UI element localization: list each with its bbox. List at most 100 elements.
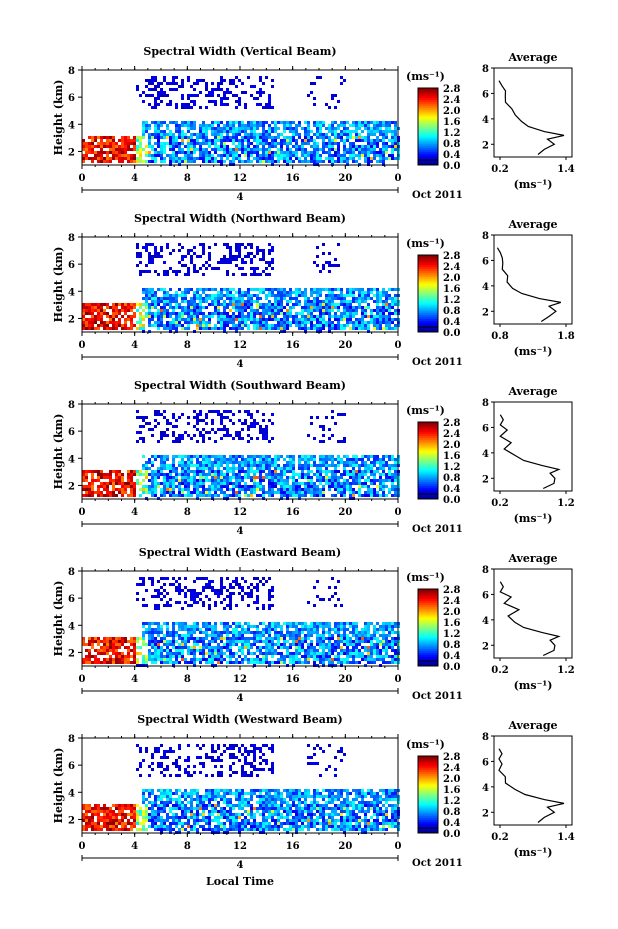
heatmap-cell: [91, 640, 94, 643]
heatmap-cell: [316, 145, 319, 148]
heatmap-cell: [229, 631, 232, 634]
heatmap-cell: [337, 413, 340, 416]
heatmap-cell: [199, 288, 202, 291]
heatmap-cell: [154, 85, 157, 88]
heatmap-cell: [295, 133, 298, 136]
heatmap-cell: [277, 294, 280, 297]
heatmap-cell: [289, 291, 292, 294]
heatmap-cell: [391, 473, 394, 476]
heatmap-cell: [355, 461, 358, 464]
heatmap-cell: [247, 291, 250, 294]
heatmap-cell: [202, 249, 205, 252]
heatmap-cell: [256, 476, 259, 479]
heatmap-cell: [268, 264, 271, 267]
heatmap-cell: [217, 428, 220, 431]
heatmap-cell: [208, 410, 211, 413]
heatmap-cell: [154, 628, 157, 631]
heatmap-cell: [193, 598, 196, 601]
heatmap-cell: [313, 288, 316, 291]
colorbar-band: [418, 266, 438, 269]
heatmap-cell: [199, 473, 202, 476]
heatmap-cell: [172, 577, 175, 580]
heatmap-cell: [163, 130, 166, 133]
heatmap-cell: [205, 658, 208, 661]
heatmap-cell: [268, 467, 271, 470]
heatmap-cell: [220, 461, 223, 464]
heatmap-cell: [169, 491, 172, 494]
heatmap-cell: [292, 485, 295, 488]
heatmap-cell: [112, 306, 115, 309]
heatmap-cell: [151, 318, 154, 321]
heatmap-cell: [145, 470, 148, 473]
heatmap-cell: [190, 592, 193, 595]
heatmap-cell: [133, 652, 136, 655]
heatmap-cell: [151, 428, 154, 431]
heatmap-cell: [100, 652, 103, 655]
heatmap-cell: [211, 467, 214, 470]
heatmap-cell: [373, 151, 376, 154]
heatmap-cell: [199, 255, 202, 258]
heatmap-cell: [367, 315, 370, 318]
heatmap-cell: [172, 661, 175, 664]
heatmap-cell: [163, 467, 166, 470]
heatmap-cell: [325, 294, 328, 297]
heatmap-cell: [319, 455, 322, 458]
heatmap-cell: [262, 121, 265, 124]
colorbar: 0.00.40.81.21.62.02.42.8(ms⁻¹): [406, 237, 460, 339]
heatmap-cell: [232, 476, 235, 479]
heatmap-cell: [292, 464, 295, 467]
heatmap-cell: [115, 309, 118, 312]
heatmap-cell: [298, 494, 301, 497]
heatmap-cell: [208, 318, 211, 321]
y-tick-label: 2: [68, 481, 75, 492]
heatmap-cell: [154, 604, 157, 607]
heatmap-cell: [244, 473, 247, 476]
heatmap-cell: [205, 586, 208, 589]
heatmap-cell: [310, 324, 313, 327]
heatmap-cell: [385, 121, 388, 124]
heatmap-cell: [229, 658, 232, 661]
heatmap-cell: [316, 154, 319, 157]
heatmap-cell: [142, 288, 145, 291]
heatmap-cell: [139, 583, 142, 586]
heatmap-cell: [187, 634, 190, 637]
heatmap-cell: [148, 252, 151, 255]
heatmap-cell: [238, 154, 241, 157]
heatmap-cell: [208, 640, 211, 643]
heatmap-cell: [370, 470, 373, 473]
heatmap-cell: [277, 291, 280, 294]
heatmap-cell: [154, 458, 157, 461]
heatmap-cell: [169, 482, 172, 485]
heatmap-cell: [178, 583, 181, 586]
colorbar-band: [418, 287, 438, 291]
heatmap-cell: [124, 646, 127, 649]
heatmap-cell: [178, 589, 181, 592]
heatmap-cell: [337, 142, 340, 145]
heatmap-cell: [304, 461, 307, 464]
heatmap-cell: [265, 303, 268, 306]
heatmap-cell: [133, 160, 136, 163]
heatmap-cell: [325, 103, 328, 106]
colorbar-band: [418, 285, 438, 289]
heatmap-cell: [322, 318, 325, 321]
heatmap-cell: [307, 476, 310, 479]
heatmap-cell: [232, 580, 235, 583]
heatmap-cell: [220, 583, 223, 586]
heatmap-cell: [346, 130, 349, 133]
heatmap-cell: [379, 309, 382, 312]
heatmap-cell: [373, 458, 376, 461]
heatmap-cell: [202, 434, 205, 437]
heatmap-cell: [118, 157, 121, 160]
heatmap-cell: [331, 288, 334, 291]
heatmap-cell: [304, 309, 307, 312]
heatmap-cell: [112, 652, 115, 655]
heatmap-cell: [388, 318, 391, 321]
heatmap-cell: [337, 264, 340, 267]
heatmap-cell: [112, 485, 115, 488]
heatmap-cell: [361, 494, 364, 497]
heatmap-cell: [151, 464, 154, 467]
heatmap-cell: [148, 473, 151, 476]
heatmap-cell: [82, 321, 85, 324]
heatmap-cell: [364, 470, 367, 473]
heatmap-cell: [190, 631, 193, 634]
